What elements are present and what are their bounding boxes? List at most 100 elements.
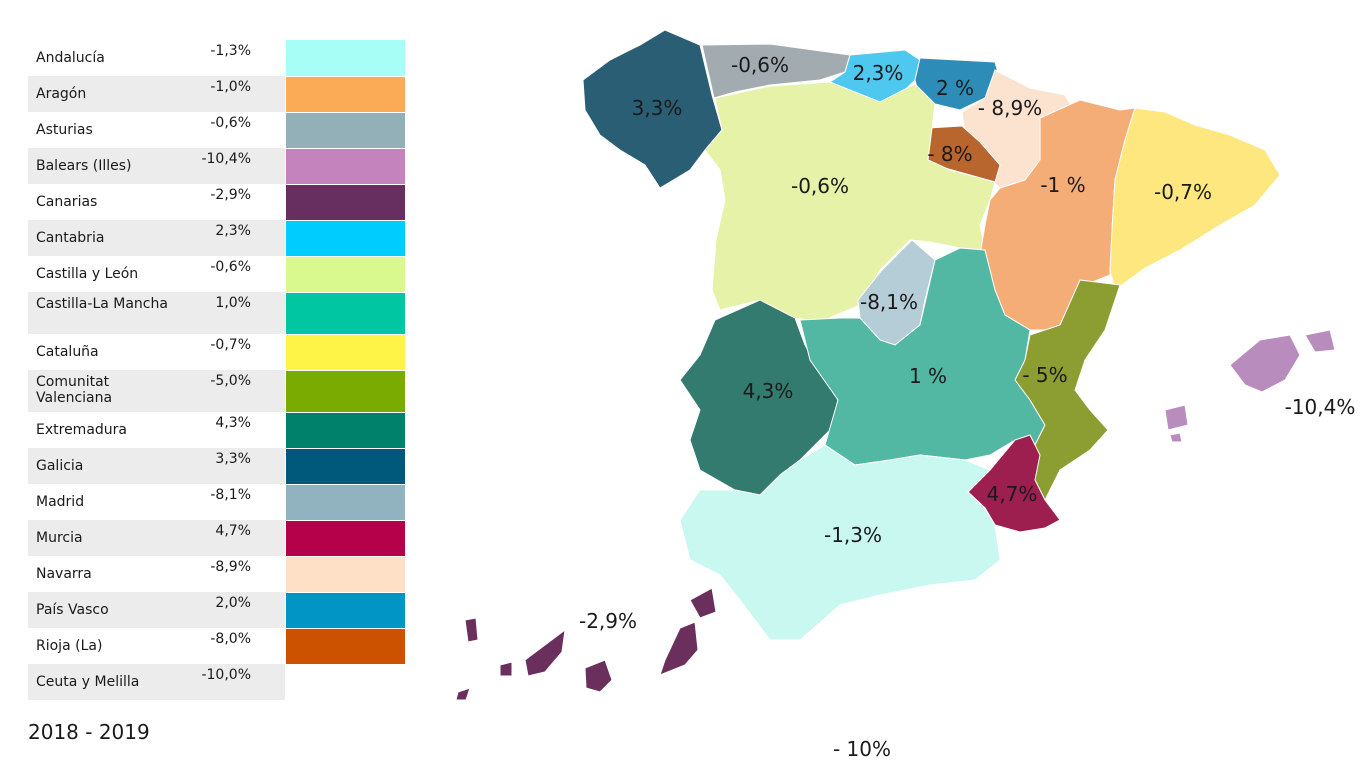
legend-color-swatch <box>286 220 405 257</box>
legend-region-name: Madrid <box>28 484 175 520</box>
legend-region-name: Navarra <box>28 556 175 592</box>
region-andalucia <box>679 444 1001 641</box>
region-baleares-ibiza <box>1164 404 1189 431</box>
label-galicia: 3,3% <box>632 96 683 120</box>
region-canarias-gran-canaria <box>584 659 613 693</box>
legend-region-value: -1,0% <box>175 76 285 112</box>
legend-color-swatch <box>286 112 405 149</box>
legend-region-name: Comunitat Valenciana <box>28 370 175 412</box>
legend-region-name: Castilla y León <box>28 256 175 292</box>
legend-region-value: -0,6% <box>175 256 285 292</box>
legend-region-name: Balears (Illes) <box>28 148 175 184</box>
legend-region-name: Ceuta y Melilla <box>28 664 175 700</box>
label-ceuta-melilla: - 10% <box>833 737 891 761</box>
legend-region-value: -1,3% <box>175 40 285 76</box>
legend-color-swatch <box>286 76 405 113</box>
legend-region-value: -2,9% <box>175 184 285 220</box>
label-valenciana: - 5% <box>1022 363 1067 387</box>
legend-region-value: -8,0% <box>175 628 285 664</box>
legend-region-value: -5,0% <box>175 370 285 412</box>
legend-row: Aragón -1,0% <box>28 76 405 113</box>
region-castilla-leon <box>704 81 996 323</box>
legend-region-name: Aragón <box>28 76 175 112</box>
legend-row: Castilla-La Mancha 1,0% <box>28 292 405 335</box>
region-canarias-lanzarote <box>689 587 717 619</box>
legend-row: Cantabria 2,3% <box>28 220 405 257</box>
legend-color-swatch <box>286 148 405 185</box>
legend-region-value: -10,0% <box>175 664 285 700</box>
legend-color-swatch <box>286 40 405 77</box>
legend-row: Andalucía -1,3% <box>28 40 405 77</box>
period-label: 2018 - 2019 <box>28 720 150 744</box>
legend-row: Comunitat Valenciana -5,0% <box>28 370 405 413</box>
legend-region-value: 1,0% <box>175 292 285 334</box>
region-baleares-formentera <box>1169 432 1183 443</box>
legend-region-value: 2,3% <box>175 220 285 256</box>
label-baleares: -10,4% <box>1285 395 1356 419</box>
legend-row: Canarias -2,9% <box>28 184 405 221</box>
label-navarra: - 8,9% <box>978 96 1042 120</box>
legend-color-swatch <box>286 484 405 521</box>
region-baleares-menorca <box>1304 329 1336 353</box>
region-canarias-hierro <box>455 687 471 701</box>
region-canarias-gomera <box>499 661 513 677</box>
legend-color-swatch <box>286 448 405 485</box>
legend-region-name: Andalucía <box>28 40 175 76</box>
legend-region-name: País Vasco <box>28 592 175 628</box>
legend-row: Galicia 3,3% <box>28 448 405 485</box>
label-madrid: -8,1% <box>860 290 918 314</box>
legend-region-name: Asturias <box>28 112 175 148</box>
legend-region-value: 4,7% <box>175 520 285 556</box>
legend-region-value: 4,3% <box>175 412 285 448</box>
legend-row: País Vasco 2,0% <box>28 592 405 629</box>
legend-row: Murcia 4,7% <box>28 520 405 557</box>
legend-color-swatch <box>286 412 405 449</box>
label-extremadura: 4,3% <box>743 379 794 403</box>
legend-color-swatch <box>286 520 405 557</box>
label-murcia: 4,7% <box>987 482 1038 506</box>
legend-region-value: -0,7% <box>175 334 285 370</box>
legend-color-swatch <box>286 664 405 701</box>
label-canarias: -2,9% <box>579 609 637 633</box>
legend-row: Navarra -8,9% <box>28 556 405 593</box>
label-pais-vasco: 2 % <box>936 76 974 100</box>
label-castilla-leon: -0,6% <box>791 174 849 198</box>
legend-color-swatch <box>286 292 405 335</box>
region-baleares-mallorca <box>1229 334 1301 393</box>
legend-region-value: -8,1% <box>175 484 285 520</box>
legend-row: Madrid -8,1% <box>28 484 405 521</box>
region-canarias-tenerife <box>524 628 566 677</box>
legend-color-swatch <box>286 256 405 293</box>
region-cataluna <box>1109 107 1281 291</box>
legend-region-value: 3,3% <box>175 448 285 484</box>
legend-row: Rioja (La) -8,0% <box>28 628 405 665</box>
label-castilla-mancha: 1 % <box>909 364 947 388</box>
label-aragon: -1 % <box>1040 173 1085 197</box>
legend-color-swatch <box>286 556 405 593</box>
legend-row: Extremadura 4,3% <box>28 412 405 449</box>
legend-region-value: 2,0% <box>175 592 285 628</box>
legend-table: Andalucía -1,3% Aragón -1,0% Asturias -0,6% Ba… <box>28 40 405 701</box>
legend-color-swatch <box>286 334 405 371</box>
legend-region-value: -0,6% <box>175 112 285 148</box>
legend-region-name: Canarias <box>28 184 175 220</box>
legend-region-name: Cataluña <box>28 334 175 370</box>
region-pais-vasco <box>914 57 1001 111</box>
legend-row: Ceuta y Melilla -10,0% <box>28 664 405 701</box>
label-rioja: - 8% <box>927 142 972 166</box>
legend-row: Asturias -0,6% <box>28 112 405 149</box>
spain-map: 3,3% -0,6% 2,3% 2 % - 8,9% - 8% -0,6% -1… <box>455 29 1356 761</box>
legend-row: Balears (Illes) -10,4% <box>28 148 405 185</box>
region-canarias-fuerteventura <box>659 621 699 676</box>
legend-color-swatch <box>286 370 405 413</box>
legend-row: Castilla y León -0,6% <box>28 256 405 293</box>
legend-region-name: Galicia <box>28 448 175 484</box>
label-cataluna: -0,7% <box>1154 180 1212 204</box>
legend-region-name: Castilla-La Mancha <box>28 292 175 334</box>
legend-row: Cataluña -0,7% <box>28 334 405 371</box>
label-andalucia: -1,3% <box>824 523 882 547</box>
label-cantabria: 2,3% <box>853 61 904 85</box>
label-asturias: -0,6% <box>731 53 789 77</box>
legend-color-swatch <box>286 592 405 629</box>
legend-region-name: Murcia <box>28 520 175 556</box>
